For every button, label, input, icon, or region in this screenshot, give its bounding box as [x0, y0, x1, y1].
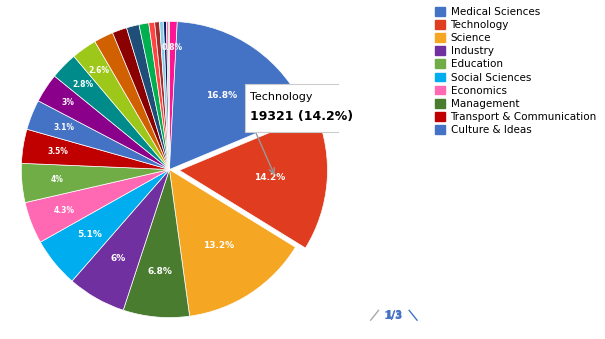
- Wedge shape: [149, 22, 169, 170]
- Text: Technology: Technology: [250, 92, 312, 102]
- Wedge shape: [74, 42, 169, 170]
- Text: 3%: 3%: [61, 98, 74, 107]
- Text: 14.2%: 14.2%: [254, 173, 285, 182]
- Polygon shape: [370, 310, 379, 321]
- Legend: Medical Sciences, Technology, Science, Industry, Education, Social Sciences, Eco: Medical Sciences, Technology, Science, I…: [435, 7, 597, 135]
- Wedge shape: [21, 129, 169, 170]
- Wedge shape: [41, 170, 169, 281]
- Wedge shape: [27, 101, 169, 170]
- Text: 2.6%: 2.6%: [89, 65, 110, 75]
- Wedge shape: [139, 23, 169, 170]
- Wedge shape: [123, 170, 189, 318]
- Wedge shape: [126, 25, 169, 170]
- Text: 16.8%: 16.8%: [206, 91, 237, 100]
- Text: 0.8%: 0.8%: [162, 43, 183, 52]
- Text: 4%: 4%: [50, 175, 64, 184]
- Wedge shape: [72, 170, 169, 310]
- Text: 2.8%: 2.8%: [72, 80, 93, 89]
- Wedge shape: [21, 163, 169, 203]
- Text: 19321 (14.2%): 19321 (14.2%): [250, 111, 353, 123]
- Text: 1/3: 1/3: [386, 310, 403, 320]
- Text: 6.8%: 6.8%: [148, 267, 172, 277]
- Wedge shape: [180, 113, 327, 248]
- FancyBboxPatch shape: [244, 84, 358, 132]
- Text: 3.5%: 3.5%: [47, 147, 68, 156]
- Text: 4.3%: 4.3%: [54, 206, 74, 215]
- Wedge shape: [113, 28, 169, 170]
- Wedge shape: [38, 76, 169, 170]
- Text: 6%: 6%: [111, 255, 126, 263]
- Wedge shape: [25, 170, 169, 242]
- Wedge shape: [169, 170, 295, 316]
- Wedge shape: [168, 21, 169, 170]
- Wedge shape: [155, 22, 169, 170]
- Wedge shape: [166, 21, 169, 170]
- Text: 3.1%: 3.1%: [54, 123, 75, 132]
- Text: 13.2%: 13.2%: [203, 241, 234, 250]
- Text: 5.1%: 5.1%: [77, 230, 102, 239]
- Wedge shape: [160, 22, 169, 170]
- Wedge shape: [163, 21, 169, 170]
- Polygon shape: [409, 310, 417, 321]
- Wedge shape: [169, 21, 177, 170]
- Wedge shape: [54, 56, 169, 170]
- Wedge shape: [169, 22, 306, 170]
- Text: 1/3: 1/3: [384, 311, 404, 321]
- Wedge shape: [95, 33, 169, 170]
